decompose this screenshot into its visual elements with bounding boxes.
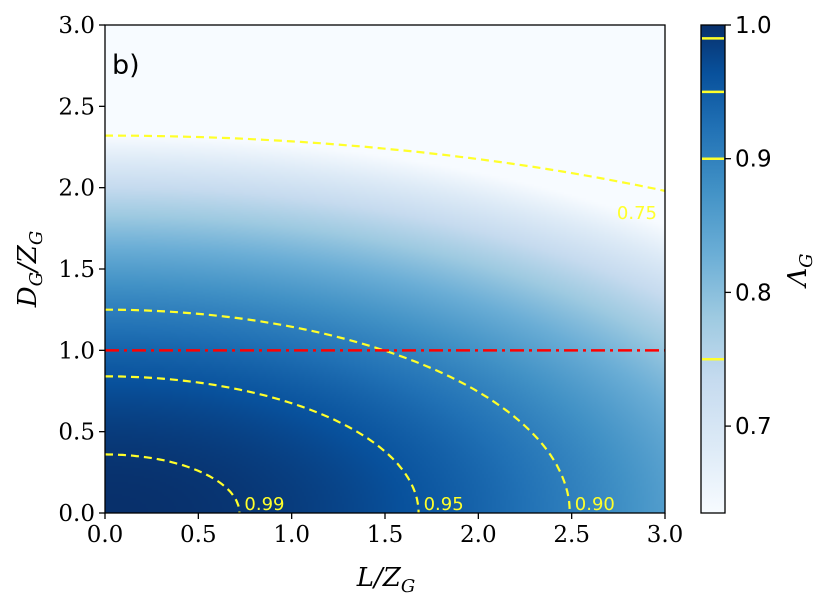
x-tick-label: 2.0	[460, 522, 497, 548]
contour-line	[105, 375, 420, 513]
heatmap-image	[105, 25, 665, 513]
contour-label: 0.95	[424, 494, 464, 515]
colorbar-tick-label: 0.8	[735, 280, 772, 306]
y-tick-label: 0.0	[58, 501, 95, 527]
x-axis-label: L/ZG	[356, 563, 415, 597]
contour-line	[105, 134, 665, 192]
x-tick-label: 1.5	[367, 522, 404, 548]
y-tick-label: 3.0	[58, 13, 95, 39]
x-tick-label: 0.0	[87, 522, 124, 548]
contour-line	[105, 308, 571, 513]
y-tick-label: 1.5	[58, 257, 95, 283]
colorbar-tick-label: 1.0	[735, 13, 772, 39]
colorbar-contour-marks	[702, 37, 724, 361]
contour-line	[105, 453, 241, 513]
colorbar-tick-label: 0.9	[735, 147, 772, 173]
x-tick-label: 2.5	[553, 522, 590, 548]
contour-label: 0.75	[617, 203, 657, 224]
contour-lines	[105, 134, 665, 513]
x-tick-label: 0.5	[180, 522, 217, 548]
y-tick-label: 2.0	[58, 176, 95, 202]
y-axis-label: DG/ZG	[13, 231, 47, 308]
x-tick-label: 3.0	[647, 522, 684, 548]
colorbar	[700, 24, 726, 514]
contour-labels: 0.99 0.95 0.90 0.75	[244, 203, 657, 515]
colorbar-tick-label: 0.7	[735, 414, 772, 440]
colorbar-axis: 0.7 0.8 0.9 1.0	[725, 13, 772, 440]
y-tick-label: 2.5	[58, 94, 95, 120]
y-tick-label: 0.5	[58, 420, 95, 446]
x-axis: 0.0 0.5 1.0 1.5 2.0 2.5 3.0	[87, 513, 684, 548]
x-tick-label: 1.0	[273, 522, 310, 548]
contour-label: 0.90	[575, 494, 615, 515]
panel-label: b)	[112, 50, 140, 81]
colorbar-label: ΛG	[783, 253, 817, 288]
y-axis: 0.0 0.5 1.0 1.5 2.0 2.5 3.0	[58, 13, 105, 527]
contour-label: 0.99	[244, 494, 284, 515]
y-tick-label: 1.0	[58, 338, 95, 364]
